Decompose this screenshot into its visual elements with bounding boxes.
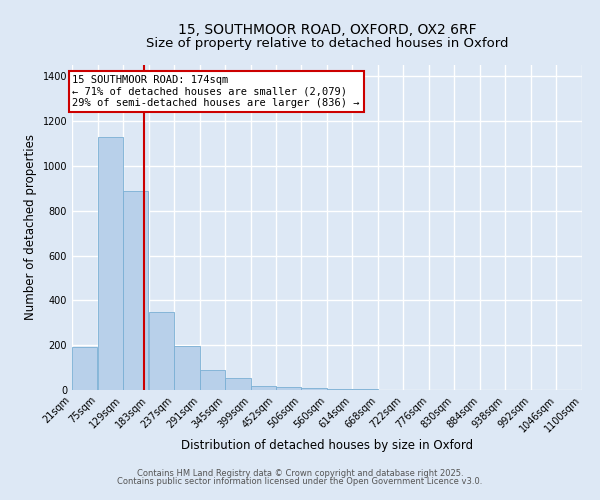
Y-axis label: Number of detached properties: Number of detached properties <box>24 134 37 320</box>
Bar <box>200 370 225 390</box>
Text: 15, SOUTHMOOR ROAD, OXFORD, OX2 6RF: 15, SOUTHMOOR ROAD, OXFORD, OX2 6RF <box>178 22 476 36</box>
Bar <box>327 389 352 390</box>
Bar <box>301 388 326 390</box>
Bar <box>174 346 199 390</box>
Bar <box>276 386 301 390</box>
X-axis label: Distribution of detached houses by size in Oxford: Distribution of detached houses by size … <box>181 440 473 452</box>
Bar <box>149 312 174 390</box>
Bar <box>251 386 276 390</box>
Bar <box>72 348 97 390</box>
Bar <box>123 190 148 390</box>
Bar <box>98 136 123 390</box>
Text: Size of property relative to detached houses in Oxford: Size of property relative to detached ho… <box>146 38 508 51</box>
Text: Contains public sector information licensed under the Open Government Licence v3: Contains public sector information licen… <box>118 477 482 486</box>
Bar <box>225 378 251 390</box>
Text: Contains HM Land Registry data © Crown copyright and database right 2025.: Contains HM Land Registry data © Crown c… <box>137 468 463 477</box>
Text: 15 SOUTHMOOR ROAD: 174sqm
← 71% of detached houses are smaller (2,079)
29% of se: 15 SOUTHMOOR ROAD: 174sqm ← 71% of detac… <box>73 75 360 108</box>
